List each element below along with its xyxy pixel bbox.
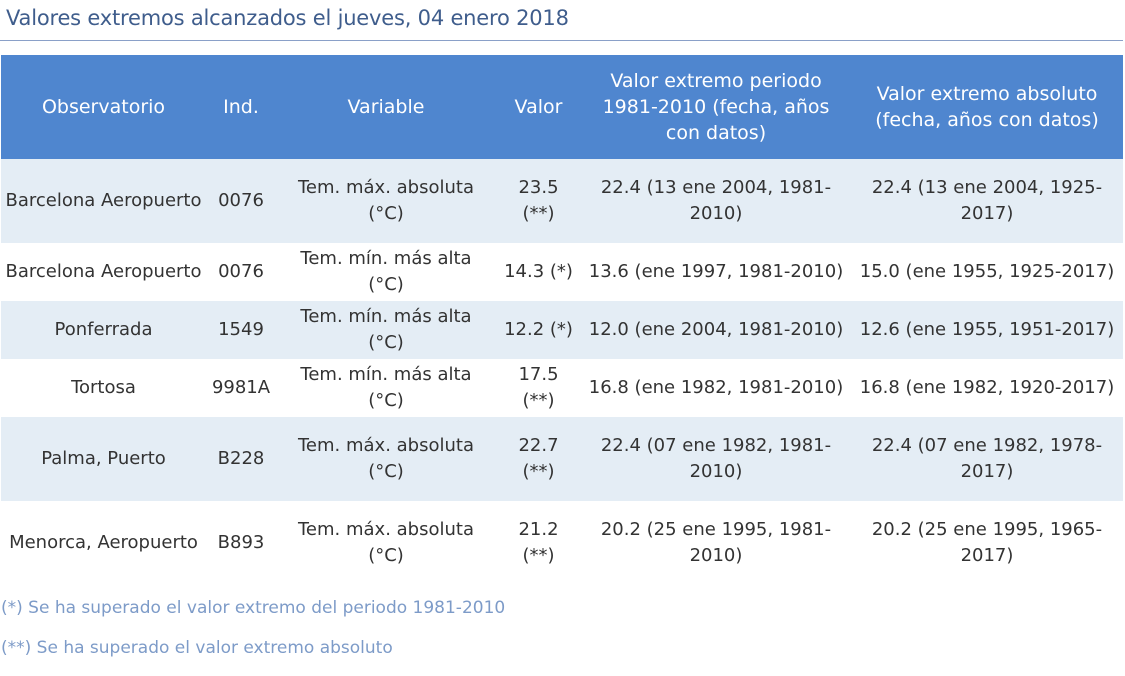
cell-extremo-absoluto: 22.4 (07 ene 1982, 1978-2017)	[871, 435, 1103, 482]
cell-ind: B228	[217, 448, 265, 469]
cell-extremo-periodo: 13.6 (ene 1997, 1981-2010)	[588, 261, 844, 282]
footnote-periodo: (*) Se ha superado el valor extremo del …	[1, 598, 506, 618]
table-header-row: Observatorio Ind. Variable Valor Valor e…	[1, 55, 1123, 159]
cell-variable: Tem. máx. absoluta (°C)	[298, 519, 474, 566]
header-ind: Ind.	[223, 96, 259, 118]
header-extremo-absoluto: Valor extremo absoluto (fecha, años con …	[875, 83, 1099, 131]
extremes-table: Observatorio Ind. Variable Valor Valor e…	[1, 55, 1123, 585]
cell-extremo-periodo: 12.0 (ene 2004, 1981-2010)	[588, 319, 844, 340]
title-bar: Valores extremos alcanzados el jueves, 0…	[0, 0, 1123, 41]
cell-ind: 0076	[218, 190, 264, 211]
cell-variable: Tem. mín. más alta (°C)	[300, 364, 472, 411]
cell-valor: 21.2 (**)	[518, 519, 559, 566]
cell-ind: B893	[217, 532, 265, 553]
cell-variable: Tem. máx. absoluta (°C)	[298, 177, 474, 224]
table-row: Palma, Puerto B228 Tem. máx. absoluta (°…	[1, 417, 1123, 501]
cell-observatorio: Menorca, Aeropuerto	[9, 532, 198, 553]
header-valor: Valor	[514, 96, 563, 118]
header-observatorio: Observatorio	[41, 96, 166, 118]
cell-valor: 23.5 (**)	[518, 177, 559, 224]
cell-valor: 17.5 (**)	[518, 364, 559, 411]
cell-extremo-periodo: 22.4 (07 ene 1982, 1981-2010)	[600, 435, 832, 482]
cell-extremo-periodo: 20.2 (25 ene 1995, 1981-2010)	[600, 519, 832, 566]
table-row: Tortosa 9981A Tem. mín. más alta (°C) 17…	[1, 359, 1123, 417]
cell-ind: 0076	[218, 261, 264, 282]
cell-observatorio: Tortosa	[71, 377, 136, 398]
cell-extremo-periodo: 22.4 (13 ene 2004, 1981-2010)	[600, 177, 832, 224]
footnotes: (*) Se ha superado el valor extremo del …	[1, 596, 505, 676]
table-row: Ponferrada 1549 Tem. mín. más alta (°C) …	[1, 301, 1123, 359]
cell-observatorio: Barcelona Aeropuerto	[5, 190, 202, 211]
cell-ind: 1549	[218, 319, 264, 340]
page-title: Valores extremos alcanzados el jueves, 0…	[6, 6, 569, 30]
cell-valor: 12.2 (*)	[504, 319, 573, 340]
cell-variable: Tem. mín. más alta (°C)	[300, 306, 472, 353]
cell-observatorio: Barcelona Aeropuerto	[5, 261, 202, 282]
cell-extremo-periodo: 16.8 (ene 1982, 1981-2010)	[588, 377, 844, 398]
cell-valor: 22.7 (**)	[518, 435, 559, 482]
cell-variable: Tem. máx. absoluta (°C)	[298, 435, 474, 482]
header-variable: Variable	[347, 96, 425, 118]
cell-variable: Tem. mín. más alta (°C)	[300, 248, 472, 295]
cell-extremo-absoluto: 16.8 (ene 1982, 1920-2017)	[859, 377, 1115, 398]
cell-extremo-absoluto: 12.6 (ene 1955, 1951-2017)	[859, 319, 1115, 340]
cell-valor: 14.3 (*)	[504, 261, 573, 282]
cell-observatorio: Palma, Puerto	[41, 448, 166, 469]
table-row: Barcelona Aeropuerto 0076 Tem. máx. abso…	[1, 159, 1123, 243]
cell-extremo-absoluto: 20.2 (25 ene 1995, 1965-2017)	[871, 519, 1103, 566]
cell-observatorio: Ponferrada	[54, 319, 153, 340]
cell-ind: 9981A	[211, 377, 271, 398]
table-row: Menorca, Aeropuerto B893 Tem. máx. absol…	[1, 501, 1123, 585]
footnote-absoluto: (**) Se ha superado el valor extremo abs…	[1, 638, 393, 658]
header-extremo-periodo: Valor extremo periodo 1981-2010 (fecha, …	[602, 70, 830, 144]
cell-extremo-absoluto: 15.0 (ene 1955, 1925-2017)	[859, 261, 1115, 282]
cell-extremo-absoluto: 22.4 (13 ene 2004, 1925-2017)	[871, 177, 1103, 224]
table-row: Barcelona Aeropuerto 0076 Tem. mín. más …	[1, 243, 1123, 301]
